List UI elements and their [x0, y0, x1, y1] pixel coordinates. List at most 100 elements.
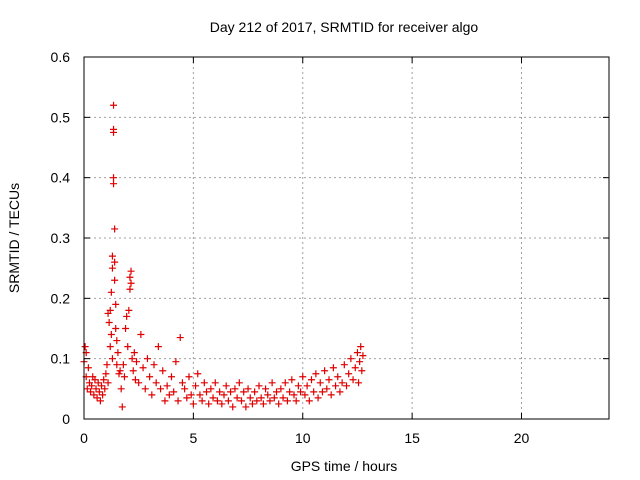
- data-point: [338, 379, 346, 387]
- data-point: [168, 373, 175, 381]
- data-point: [209, 394, 217, 402]
- data-point: [103, 361, 111, 369]
- data-point: [259, 400, 267, 408]
- data-point: [189, 400, 197, 408]
- x-tick-label: 5: [189, 430, 197, 446]
- y-tick-label: 0.5: [51, 109, 71, 125]
- data-point: [174, 397, 182, 405]
- x-tick-label: 0: [80, 430, 88, 446]
- data-point: [229, 403, 237, 411]
- data-point: [161, 397, 169, 405]
- data-point: [108, 355, 116, 363]
- data-point: [125, 306, 133, 314]
- data-point: [305, 397, 313, 405]
- data-point: [297, 388, 305, 396]
- data-point: [323, 385, 331, 393]
- data-point: [244, 385, 252, 393]
- data-point: [277, 385, 285, 393]
- data-point: [137, 331, 145, 339]
- axis-ticks: [83, 56, 609, 420]
- x-tick-label: 20: [514, 430, 530, 446]
- data-point: [303, 382, 311, 390]
- data-point: [192, 382, 200, 390]
- data-point: [110, 101, 118, 109]
- data-point: [104, 379, 112, 387]
- data-point: [347, 355, 355, 363]
- data-point: [102, 370, 110, 378]
- data-point: [216, 388, 224, 396]
- data-point: [187, 391, 195, 399]
- data-point: [94, 379, 102, 387]
- data-point: [334, 373, 342, 381]
- x-tick-labels: 0 5 10 15 20: [80, 430, 529, 446]
- data-point: [114, 349, 122, 357]
- data-point: [126, 273, 134, 281]
- data-point: [112, 325, 120, 332]
- data-point: [159, 367, 167, 375]
- data-point: [141, 385, 149, 393]
- data-point: [356, 358, 364, 366]
- y-tick-labels: 0 0.1 0.2 0.3 0.4 0.5 0.6: [51, 49, 71, 427]
- data-point: [218, 400, 226, 408]
- data-point: [203, 388, 210, 396]
- data-point: [113, 337, 121, 345]
- data-point: [128, 355, 136, 363]
- data-point: [100, 376, 108, 384]
- data-point: [115, 370, 123, 378]
- data-point: [183, 394, 191, 402]
- data-point: [266, 397, 274, 405]
- data-point: [327, 391, 335, 399]
- data-point: [83, 385, 91, 393]
- data-point: [211, 379, 219, 387]
- data-point: [87, 388, 95, 396]
- data-point: [119, 361, 127, 369]
- data-point: [316, 379, 324, 387]
- data-point: [279, 394, 287, 402]
- data-point: [93, 394, 101, 402]
- data-point: [207, 385, 215, 393]
- data-point: [170, 388, 178, 396]
- data-point: [310, 388, 318, 396]
- data-point: [84, 364, 92, 372]
- data-point: [120, 373, 128, 381]
- data-point: [275, 400, 283, 408]
- data-series-srmtid: [80, 101, 367, 411]
- x-tick-label: 15: [404, 430, 420, 446]
- data-point: [126, 285, 134, 293]
- data-point: [318, 388, 326, 396]
- data-point: [107, 288, 115, 296]
- y-tick-label: 0.6: [51, 49, 71, 65]
- data-point: [139, 364, 147, 372]
- data-point: [308, 376, 315, 384]
- data-point: [355, 379, 363, 387]
- data-point: [288, 376, 296, 384]
- data-point: [194, 370, 202, 378]
- data-point: [299, 373, 307, 381]
- data-point: [148, 391, 156, 399]
- data-point: [129, 367, 137, 375]
- data-point: [198, 397, 206, 405]
- data-point: [88, 382, 96, 390]
- data-point: [90, 391, 98, 399]
- data-point: [106, 343, 114, 351]
- data-point: [213, 397, 221, 405]
- data-point: [273, 388, 280, 396]
- data-point: [200, 379, 208, 387]
- x-axis-label: GPS time / hours: [291, 458, 398, 474]
- data-point: [127, 267, 135, 275]
- data-point: [91, 376, 99, 384]
- data-point: [351, 364, 359, 372]
- x-tick-label: 10: [295, 430, 311, 446]
- data-point: [135, 379, 143, 387]
- data-point: [301, 391, 309, 399]
- data-point: [143, 355, 151, 363]
- data-point: [268, 379, 276, 387]
- data-point: [321, 367, 329, 375]
- data-point: [130, 349, 138, 357]
- data-point: [332, 382, 340, 390]
- data-point: [96, 397, 104, 405]
- data-point: [233, 394, 241, 402]
- data-point: [349, 376, 357, 384]
- data-point: [131, 376, 139, 384]
